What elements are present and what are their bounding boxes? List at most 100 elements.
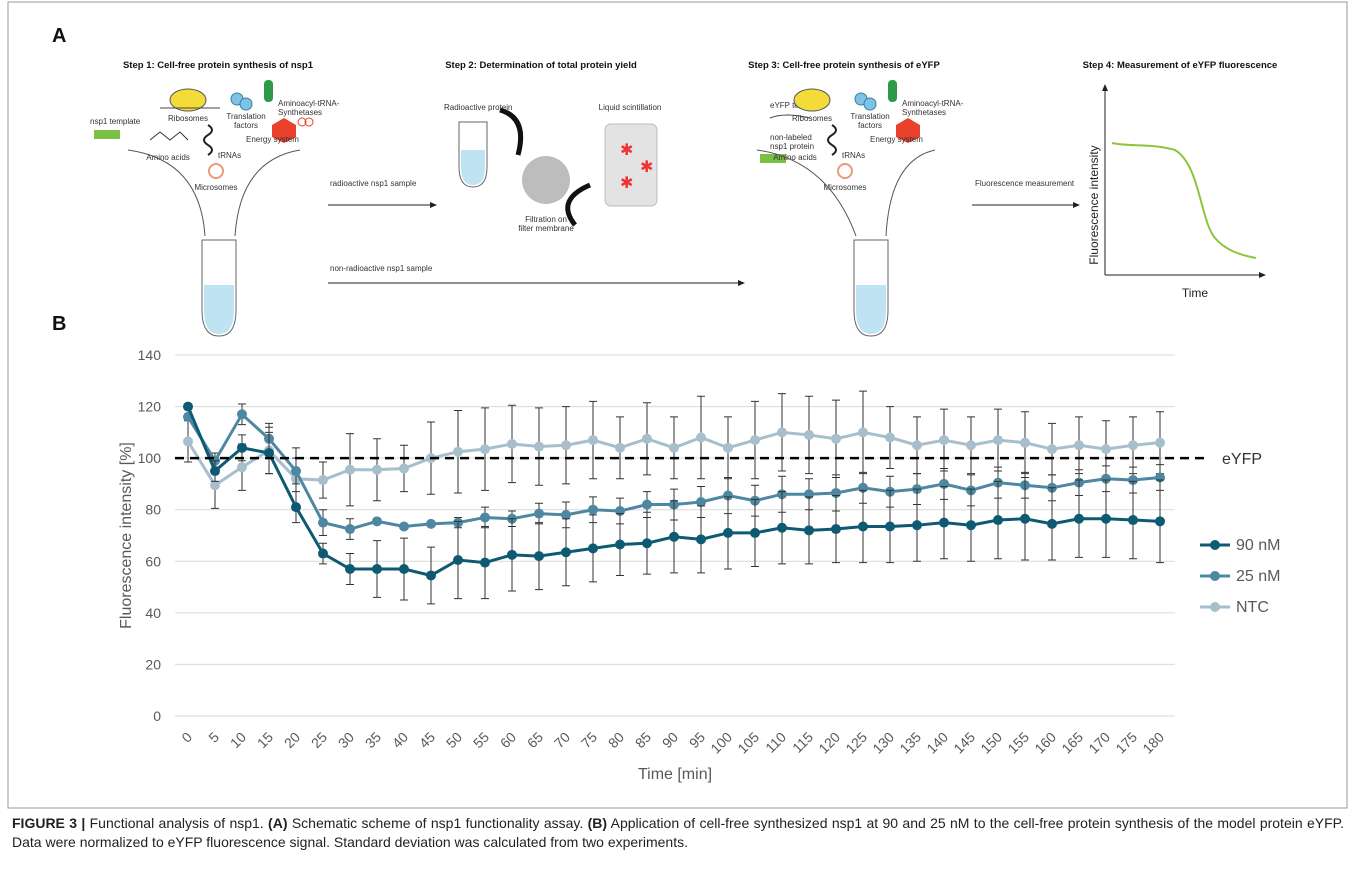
- data-point: [966, 520, 976, 530]
- legend-label: 25 nM: [1236, 568, 1280, 585]
- data-point: [939, 518, 949, 528]
- data-point: [642, 538, 652, 548]
- curved-arrow: [568, 185, 590, 225]
- x-tick-label: 100: [707, 729, 735, 757]
- label: nsp1 template: [90, 117, 141, 126]
- x-tick-label: 135: [896, 729, 924, 757]
- data-point: [291, 502, 301, 512]
- x-tick-label: 160: [1031, 729, 1059, 757]
- data-point: [1101, 514, 1111, 524]
- data-point: [1128, 440, 1138, 450]
- data-point: [831, 524, 841, 534]
- icon: ✱: [620, 142, 633, 159]
- label: Filtration on: [525, 215, 567, 224]
- x-tick-label: 145: [950, 729, 978, 757]
- data-point: [858, 521, 868, 531]
- caption: FIGURE 3 | Functional analysis of nsp1. …: [12, 814, 1344, 852]
- y-axis-title: Fluorescence intensity [%]: [118, 442, 135, 629]
- x-tick-label: 65: [524, 729, 546, 751]
- tube-liquid: [204, 285, 234, 334]
- data-point: [210, 466, 220, 476]
- data-point: [399, 564, 409, 574]
- data-point: [615, 540, 625, 550]
- arrow-label: radioactive nsp1 sample: [330, 179, 417, 188]
- icon: ✱: [620, 175, 633, 192]
- data-point: [723, 443, 733, 453]
- label: tRNAs: [218, 151, 241, 160]
- tube-liquid: [856, 285, 886, 334]
- ribosome-icon: [794, 89, 830, 111]
- data-point: [345, 564, 355, 574]
- label: Liquid scintillation: [599, 103, 662, 112]
- data-point: [480, 444, 490, 454]
- y-tick-label: 100: [138, 450, 162, 466]
- data-point: [1128, 515, 1138, 525]
- data-point: [669, 443, 679, 453]
- data-point: [426, 519, 436, 529]
- legend-label: 90 nM: [1236, 537, 1280, 554]
- data-point: [1020, 438, 1030, 448]
- data-point: [534, 551, 544, 561]
- x-tick-label: 45: [416, 729, 438, 751]
- x-tick-label: 175: [1112, 729, 1140, 757]
- data-point: [912, 520, 922, 530]
- data-point: [399, 521, 409, 531]
- y-tick-label: 40: [145, 605, 161, 621]
- arrow-head: [1259, 272, 1266, 278]
- data-point: [264, 448, 274, 458]
- data-point: [669, 532, 679, 542]
- data-point: [453, 555, 463, 565]
- arrow-head: [1073, 202, 1080, 208]
- data-point: [318, 549, 328, 559]
- label: Synthetases: [278, 108, 322, 117]
- icon: [209, 164, 223, 178]
- data-point: [615, 443, 625, 453]
- icon: ✱: [640, 159, 653, 176]
- label: filter membrane: [518, 224, 574, 233]
- filter-membrane: [522, 156, 570, 204]
- data-point: [507, 439, 517, 449]
- x-tick-label: 0: [178, 729, 195, 746]
- data-point: [723, 528, 733, 538]
- x-tick-label: 55: [470, 729, 492, 751]
- data-point: [1074, 514, 1084, 524]
- data-point: [183, 402, 193, 412]
- x-tick-label: 110: [762, 729, 789, 756]
- step-title: Step 4: Measurement of eYFP fluorescence: [1083, 60, 1278, 71]
- data-point: [750, 435, 760, 445]
- x-tick-label: 20: [281, 729, 303, 751]
- data-point: [1155, 438, 1165, 448]
- data-point: [561, 547, 571, 557]
- caption-text: Functional analysis of nsp1.: [90, 815, 264, 831]
- y-tick-label: 120: [138, 399, 162, 415]
- x-tick-label: 5: [205, 729, 222, 746]
- data-point: [885, 433, 895, 443]
- data-point: [939, 435, 949, 445]
- icon: [888, 80, 897, 102]
- label: Ribosomes: [792, 114, 832, 123]
- x-tick-label: 35: [362, 729, 384, 751]
- label: tRNAs: [842, 151, 865, 160]
- data-point: [777, 427, 787, 437]
- data-point: [588, 505, 598, 515]
- y-tick-label: 0: [153, 708, 161, 724]
- data-point: [1047, 519, 1057, 529]
- data-point: [777, 523, 787, 533]
- legend-swatch: [1210, 571, 1220, 581]
- x-tick-label: 85: [632, 729, 654, 751]
- axis-title: Fluorescence intensity: [1087, 145, 1101, 264]
- legend-label: NTC: [1236, 599, 1269, 616]
- legend-swatch: [1210, 540, 1220, 550]
- data-point: [912, 440, 922, 450]
- data-point: [750, 528, 760, 538]
- figure: A B Step 1: Cell-free protein synthesis …: [0, 0, 1355, 812]
- data-point: [426, 570, 436, 580]
- data-point: [993, 515, 1003, 525]
- data-point: [1047, 444, 1057, 454]
- data-point: [696, 433, 706, 443]
- step-3: Step 3: Cell-free protein synthesis of e…: [748, 60, 964, 336]
- data-point: [372, 465, 382, 475]
- x-tick-label: 180: [1139, 729, 1167, 757]
- arrow-head: [430, 202, 437, 208]
- icon: [240, 98, 252, 110]
